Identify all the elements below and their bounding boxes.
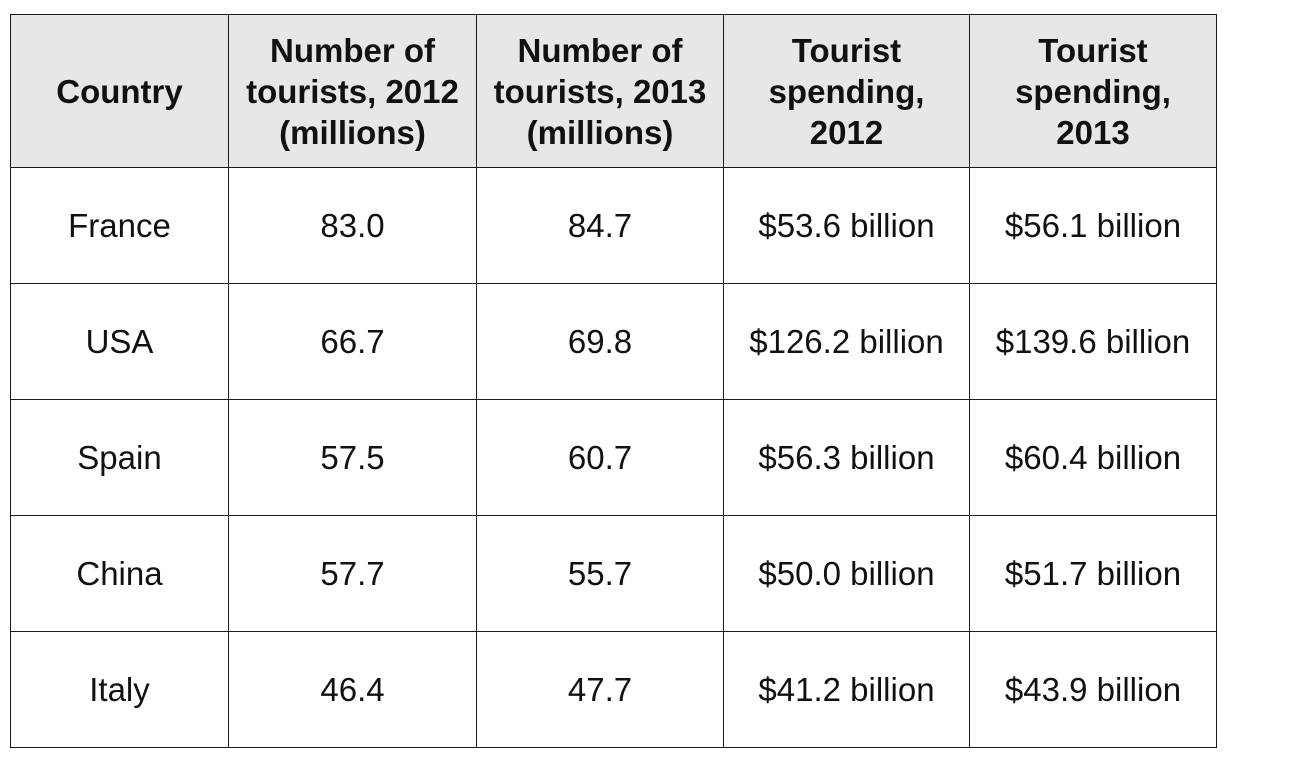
header-spending-2012-line-1: Tourist (791, 31, 902, 69)
table-row: France 83.0 84.7 $53.6 billion $56.1 bil… (10, 167, 1217, 284)
cell-tourists-2012: 83.0 (228, 167, 477, 284)
table-row: China 57.7 55.7 $50.0 billion $51.7 bill… (10, 515, 1217, 632)
header-spending-2013-line-1: Tourist (1038, 31, 1148, 69)
tourism-table: Country Number of tourists, 2012 (millio… (10, 14, 1217, 748)
cell-spending-2012: $50.0 billion (723, 515, 970, 632)
header-country-line: Country (56, 72, 183, 110)
table-header-row: Country Number of tourists, 2012 (millio… (10, 14, 1217, 168)
cell-tourists-2012: 57.5 (228, 399, 477, 516)
header-spending-2012: Tourist spending, 2012 (723, 14, 970, 168)
header-tourists-2013-line-2: tourists, 2013 (493, 72, 707, 110)
cell-country: France (10, 167, 229, 284)
cell-tourists-2013: 84.7 (476, 167, 724, 284)
header-tourists-2012: Number of tourists, 2012 (millions) (228, 14, 477, 168)
header-spending-2013: Tourist spending, 2013 (969, 14, 1217, 168)
header-tourists-2012-line-3: (millions) (279, 113, 426, 151)
cell-spending-2012: $41.2 billion (723, 631, 970, 748)
cell-tourists-2012: 66.7 (228, 283, 477, 400)
cell-tourists-2013: 47.7 (476, 631, 724, 748)
cell-country: USA (10, 283, 229, 400)
cell-spending-2013: $51.7 billion (969, 515, 1217, 632)
header-spending-2012-line-2: spending, (768, 72, 925, 110)
cell-country: China (10, 515, 229, 632)
header-tourists-2012-line-2: tourists, 2012 (246, 72, 459, 110)
header-tourists-2013-line-1: Number of (517, 31, 683, 69)
cell-tourists-2013: 60.7 (476, 399, 724, 516)
tourism-table-container: Country Number of tourists, 2012 (millio… (10, 14, 1217, 748)
table-row: USA 66.7 69.8 $126.2 billion $139.6 bill… (10, 283, 1217, 400)
cell-tourists-2013: 55.7 (476, 515, 724, 632)
header-country: Country (10, 14, 229, 168)
table-row: Spain 57.5 60.7 $56.3 billion $60.4 bill… (10, 399, 1217, 516)
cell-spending-2012: $56.3 billion (723, 399, 970, 516)
header-tourists-2013: Number of tourists, 2013 (millions) (476, 14, 724, 168)
cell-tourists-2012: 46.4 (228, 631, 477, 748)
cell-spending-2013: $139.6 billion (969, 283, 1217, 400)
cell-tourists-2012: 57.7 (228, 515, 477, 632)
header-spending-2013-line-2: spending, (1015, 72, 1171, 110)
cell-country: Spain (10, 399, 229, 516)
table-row: Italy 46.4 47.7 $41.2 billion $43.9 bill… (10, 631, 1217, 748)
cell-spending-2012: $126.2 billion (723, 283, 970, 400)
header-tourists-2012-line-1: Number of (270, 31, 435, 69)
cell-spending-2013: $43.9 billion (969, 631, 1217, 748)
cell-country: Italy (10, 631, 229, 748)
cell-spending-2013: $56.1 billion (969, 167, 1217, 284)
header-spending-2013-line-3: 2013 (1056, 113, 1130, 151)
header-tourists-2013-line-3: (millions) (526, 113, 674, 151)
cell-spending-2012: $53.6 billion (723, 167, 970, 284)
header-spending-2012-line-3: 2012 (809, 113, 884, 151)
cell-spending-2013: $60.4 billion (969, 399, 1217, 516)
cell-tourists-2013: 69.8 (476, 283, 724, 400)
